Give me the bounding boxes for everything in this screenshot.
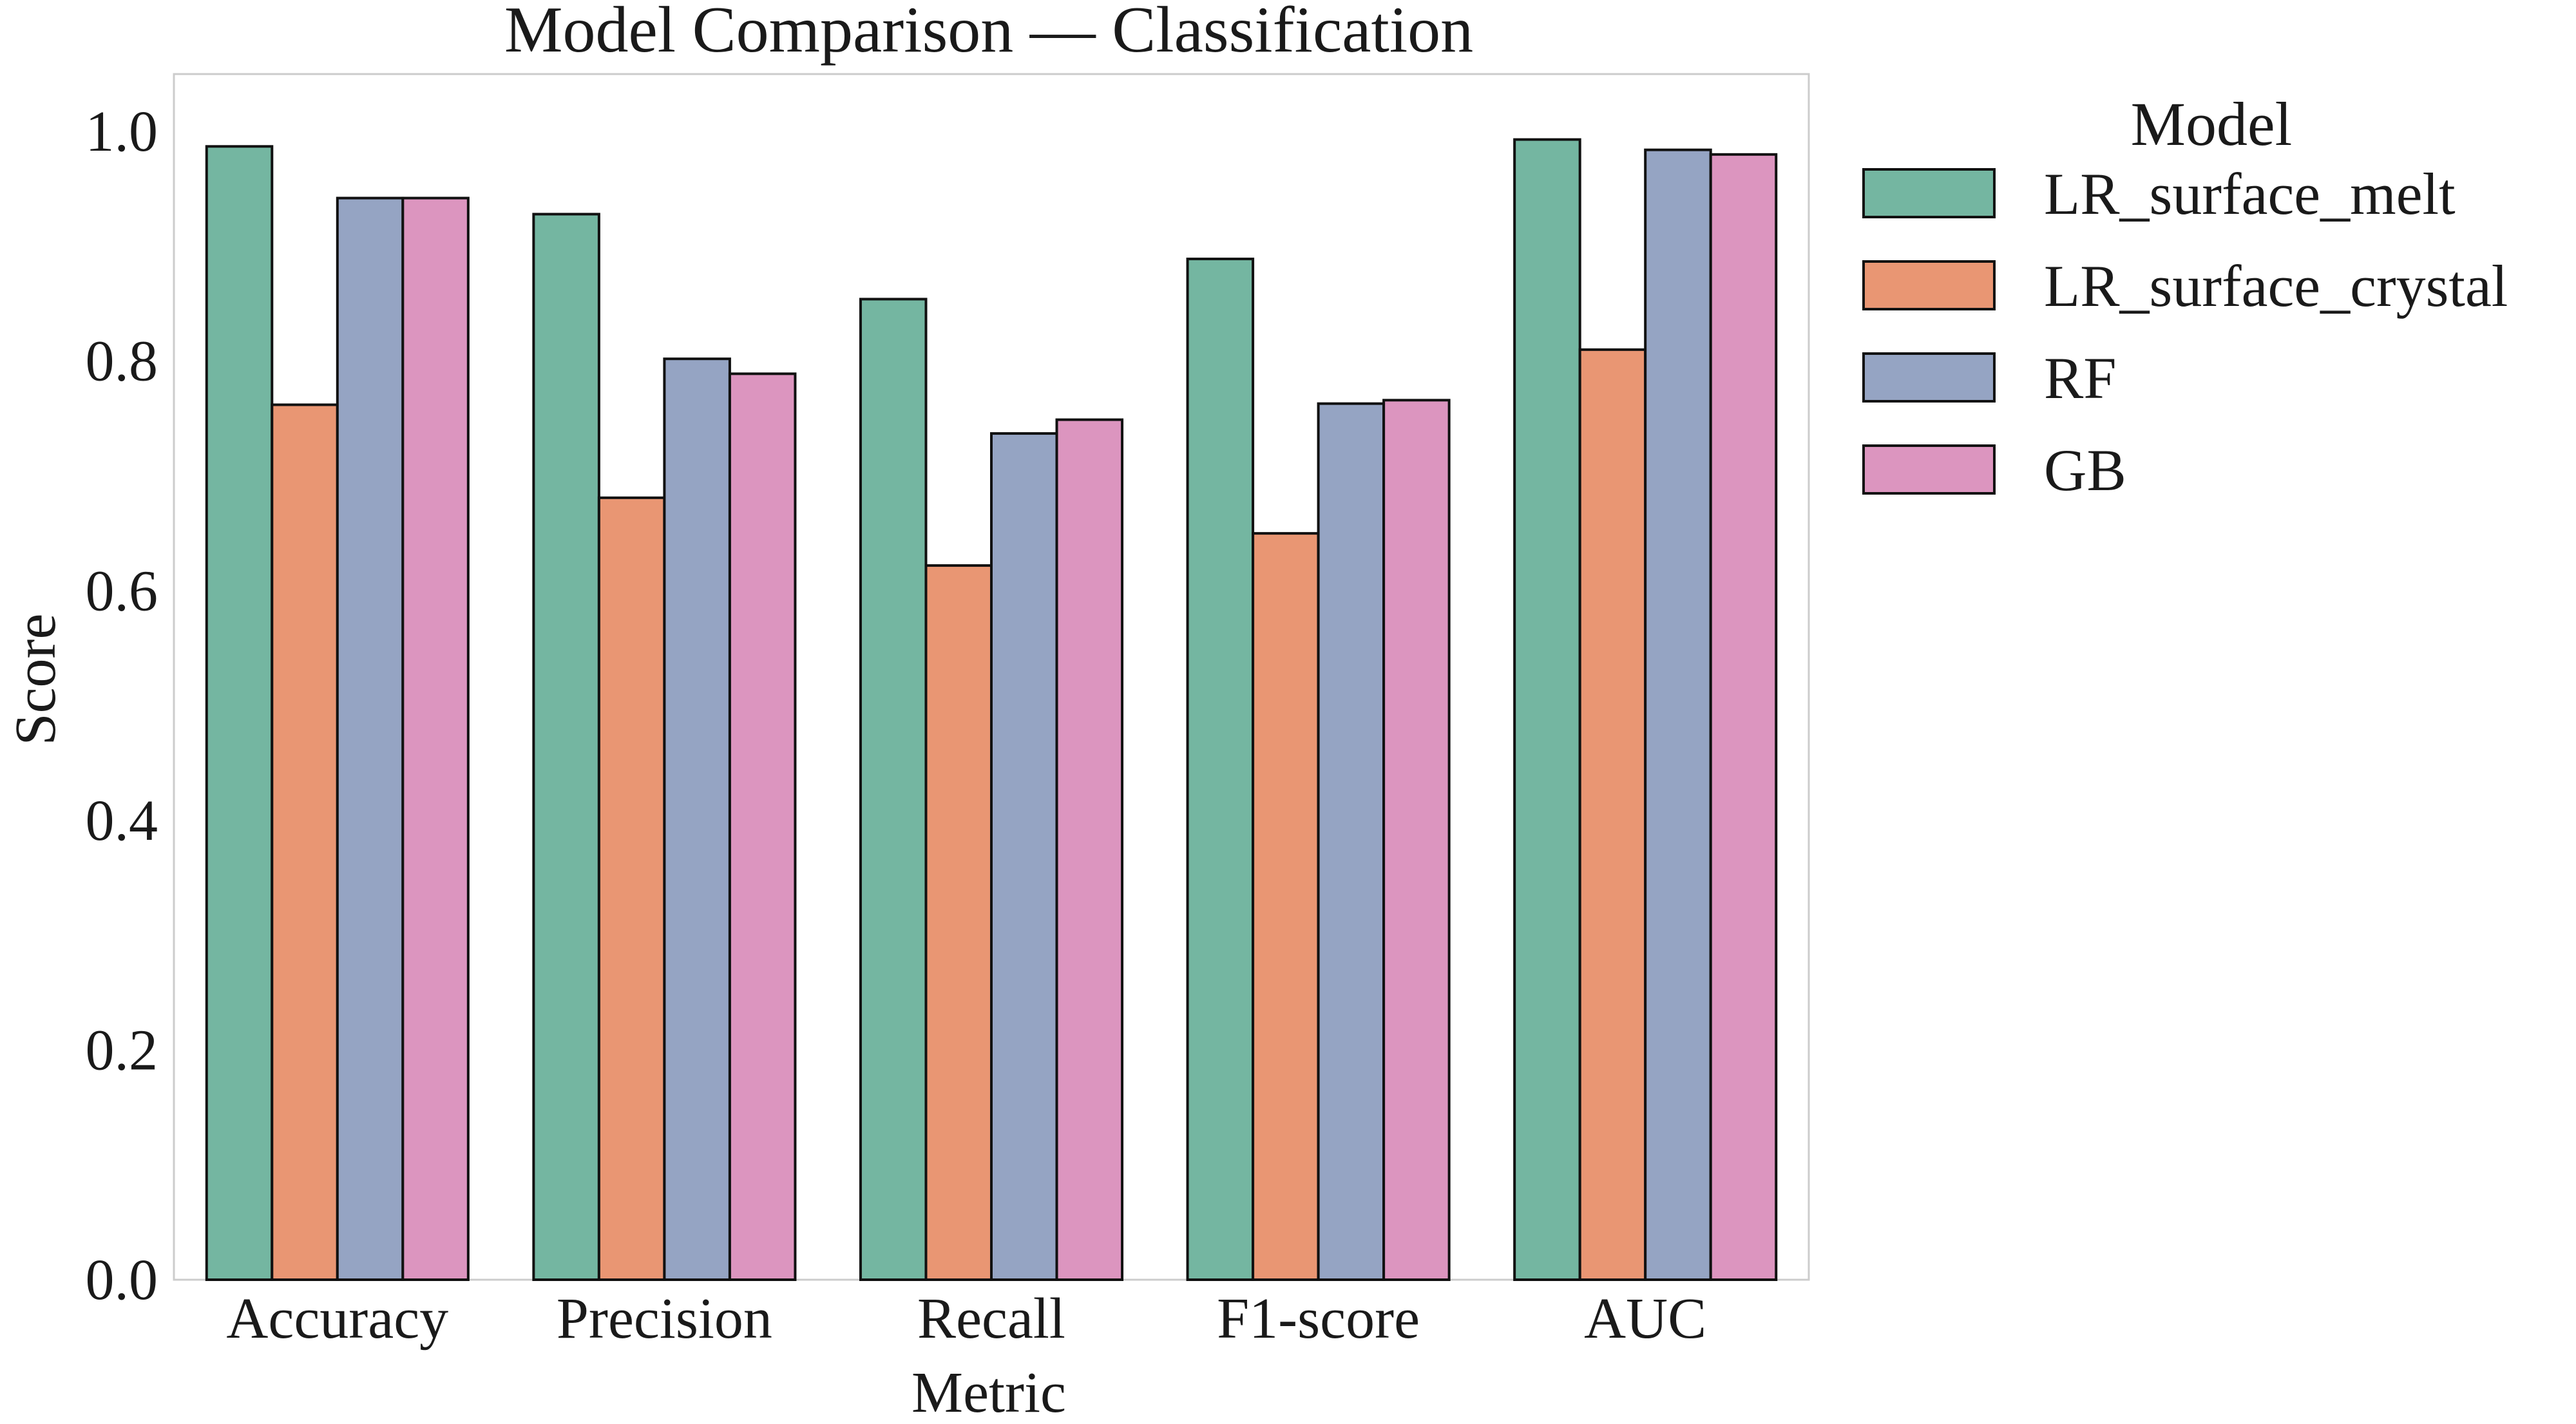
chart-title: Model Comparison — Classification <box>504 0 1473 66</box>
bar-LR_surface_crystal-AUC <box>1578 348 1647 1281</box>
legend-label-RF: RF <box>2044 345 2117 411</box>
bar-GB-Precision <box>728 372 797 1282</box>
bar-LR_surface_melt-F1-score <box>1186 258 1255 1281</box>
bar-GB-Recall <box>1055 418 1124 1281</box>
y-axis-label: Score <box>4 614 68 746</box>
legend-label-LR_surface_melt: LR_surface_melt <box>2044 161 2456 227</box>
bar-LR_surface_crystal-Recall <box>924 564 993 1281</box>
y-axis: 0.0 0.2 0.4 0.6 0.8 1.0 <box>86 100 158 1312</box>
bar-GB-F1-score <box>1382 399 1451 1281</box>
bar-LR_surface_melt-AUC <box>1513 138 1581 1282</box>
legend-swatch-LR_surface_melt <box>1862 168 1996 218</box>
legend-swatch-RF <box>1862 352 1996 403</box>
legend-swatch-LR_surface_crystal <box>1862 260 1996 310</box>
y-tick-label: 0.6 <box>86 559 158 623</box>
x-axis: Accuracy Precision Recall F1-score AUC <box>226 1287 1706 1351</box>
bar-RF-AUC <box>1644 148 1712 1281</box>
y-tick-label: 0.2 <box>86 1018 158 1082</box>
x-tick-label: F1-score <box>1217 1287 1420 1351</box>
y-tick-label: 0.8 <box>86 330 158 394</box>
x-tick-label: Recall <box>917 1287 1065 1351</box>
x-tick-label: Accuracy <box>226 1287 448 1351</box>
x-tick-label: AUC <box>1584 1287 1706 1351</box>
bar-RF-F1-score <box>1317 402 1386 1281</box>
bar-LR_surface_melt-Recall <box>859 298 928 1282</box>
bar-RF-Precision <box>663 357 731 1281</box>
bar-GB-Accuracy <box>401 196 470 1281</box>
plot-area <box>173 73 1810 1282</box>
legend-title: Model <box>2131 90 2293 158</box>
bar-LR_surface_crystal-Precision <box>597 496 666 1281</box>
legend-swatch-GB <box>1862 444 1996 495</box>
bar-RF-Accuracy <box>336 196 405 1281</box>
x-axis-label: Metric <box>911 1361 1066 1424</box>
bar-LR_surface_crystal-Accuracy <box>271 403 339 1281</box>
bar-LR_surface_melt-Precision <box>532 213 600 1282</box>
bar-RF-Recall <box>990 432 1058 1281</box>
y-tick-label: 0.0 <box>86 1248 158 1312</box>
bar-LR_surface_crystal-F1-score <box>1252 532 1320 1282</box>
x-tick-label: Precision <box>557 1287 772 1351</box>
legend: Model LR_surface_melt LR_surface_crystal R… <box>1862 90 2508 503</box>
legend-label-LR_surface_crystal: LR_surface_crystal <box>2044 253 2508 319</box>
y-tick-label: 1.0 <box>86 100 158 164</box>
bar-GB-AUC <box>1709 153 1778 1281</box>
y-tick-label: 0.4 <box>86 789 158 853</box>
bar-LR_surface_melt-Accuracy <box>205 145 274 1282</box>
legend-label-GB: GB <box>2044 437 2126 503</box>
